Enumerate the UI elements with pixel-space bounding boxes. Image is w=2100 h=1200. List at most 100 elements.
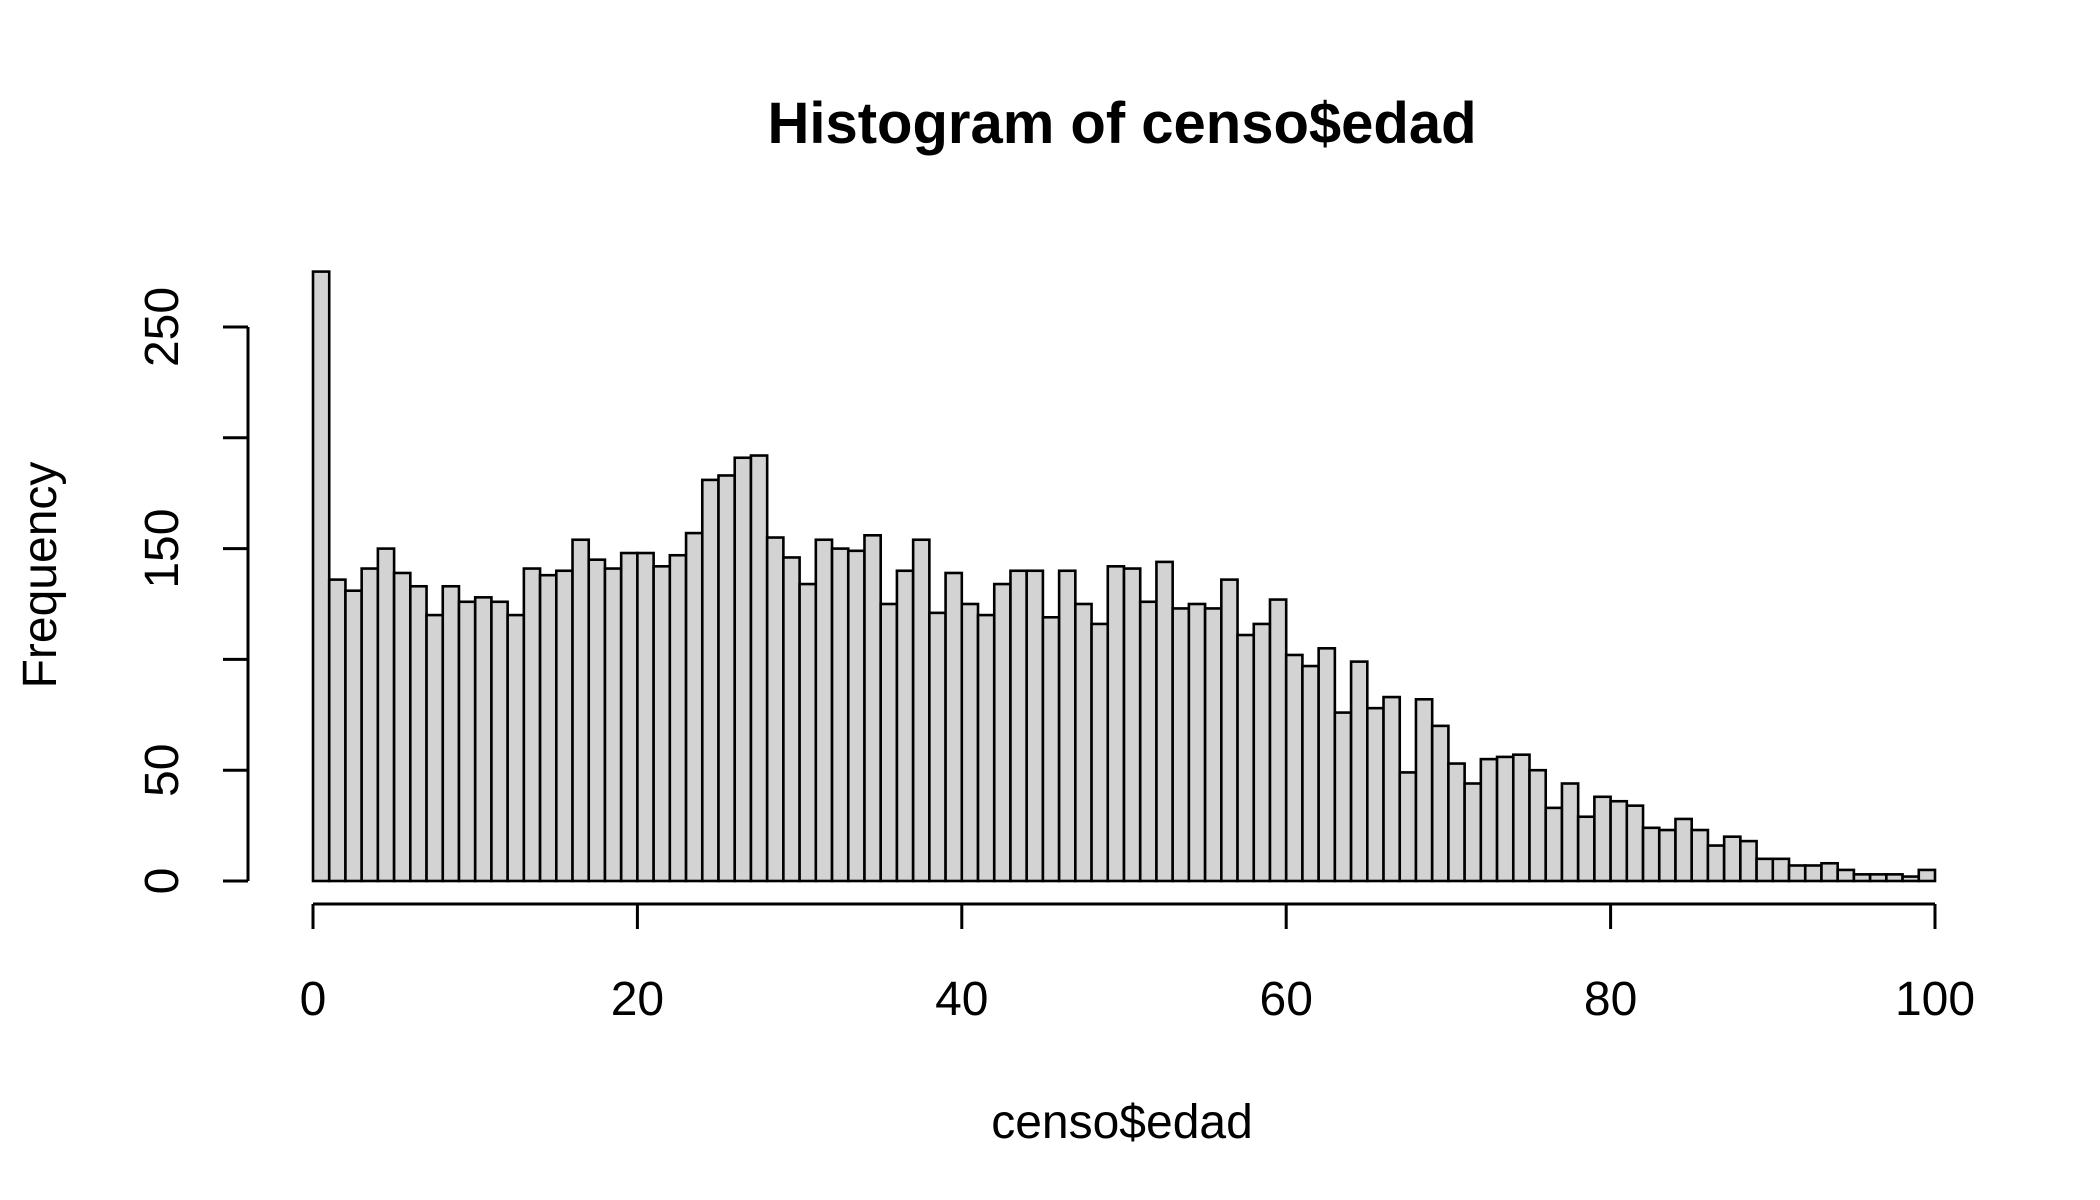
histogram-bar: [425, 613, 445, 883]
histogram-bar: [1901, 875, 1921, 883]
histogram-bar: [1414, 697, 1434, 883]
histogram-bars: [311, 270, 1937, 883]
histogram-bar: [749, 454, 769, 883]
histogram-bar: [652, 565, 672, 883]
histogram-bar: [1722, 835, 1742, 883]
x-tick-label: 40: [935, 973, 988, 1026]
histogram-bar: [392, 571, 412, 883]
histogram-bar: [700, 478, 720, 883]
histogram-bar: [538, 573, 558, 883]
histogram-bar: [1236, 633, 1256, 883]
x-tick-label: 60: [1260, 973, 1313, 1026]
histogram-bar: [1041, 615, 1061, 883]
histogram-bar: [636, 551, 655, 883]
histogram-bar: [1447, 762, 1466, 883]
y-tick-label: 250: [136, 287, 189, 367]
histogram-bar: [1155, 560, 1174, 883]
histogram-bar: [490, 600, 509, 883]
histogram-bar: [1187, 602, 1207, 883]
histogram-bar: [1576, 815, 1596, 883]
histogram-bar: [409, 584, 428, 883]
histogram-bar: [1074, 602, 1093, 883]
histogram-bar: [1511, 753, 1531, 883]
histogram-bar: [1690, 828, 1710, 883]
histogram-bar: [554, 569, 574, 883]
histogram-bar: [1885, 873, 1904, 883]
histogram-bar: [1739, 839, 1758, 883]
histogram-bar: [830, 547, 850, 883]
histogram-bar: [311, 270, 331, 883]
histogram-bar: [1706, 844, 1726, 883]
y-axis: 0 50 150 250: [136, 287, 250, 895]
histogram-bar: [879, 602, 899, 883]
histogram-bar: [1122, 567, 1142, 883]
histogram-bar: [992, 582, 1012, 883]
histogram-bar: [1106, 565, 1126, 883]
histogram-bar: [1479, 757, 1499, 883]
histogram-bar: [846, 549, 866, 883]
histogram-bar: [1625, 804, 1645, 883]
y-tick-label: 50: [136, 744, 189, 797]
y-tick-label: 150: [136, 509, 189, 589]
histogram-bar: [1852, 873, 1872, 883]
histogram-bar: [1220, 578, 1239, 883]
histogram-bar: [344, 589, 363, 883]
histogram-bar: [1560, 782, 1580, 883]
histogram-bar: [960, 602, 980, 883]
histogram-bar: [1025, 569, 1045, 883]
histogram-bar: [473, 596, 493, 883]
histogram-bar: [1333, 711, 1353, 883]
x-axis-label: censo$edad: [991, 1096, 1253, 1149]
x-tick-label: 80: [1584, 973, 1637, 1026]
histogram-bar: [1349, 660, 1369, 883]
histogram-bar: [1284, 653, 1304, 883]
histogram-bar: [441, 584, 461, 883]
y-tick-label: 0: [136, 868, 189, 895]
chart-title: Histogram of censo$edad: [767, 91, 1476, 156]
histogram-bar: [1268, 598, 1288, 883]
histogram-bar: [1252, 622, 1272, 883]
histogram-bar: [1917, 868, 1937, 883]
histogram-bar: [976, 613, 996, 883]
histogram-bar: [911, 538, 931, 883]
histogram-bar: [798, 582, 818, 883]
histogram-bar: [1430, 724, 1450, 883]
histogram-bar: [1820, 861, 1839, 883]
histogram-bar: [1495, 755, 1515, 883]
x-tick-label: 0: [300, 973, 327, 1026]
histogram-bar: [717, 474, 737, 883]
histogram-bar: [1836, 868, 1856, 883]
histogram-bar: [1787, 864, 1807, 883]
histogram-bar: [1463, 782, 1483, 883]
histogram-bar: [603, 567, 623, 883]
x-tick-label: 20: [611, 973, 664, 1026]
histogram-bar: [1366, 706, 1385, 883]
histogram-bar: [944, 571, 964, 883]
histogram-bar: [587, 558, 607, 883]
histogram-bar: [684, 531, 704, 883]
histogram-bar: [360, 567, 380, 883]
histogram-bar: [1771, 857, 1791, 883]
histogram-bar: [1657, 828, 1677, 883]
histogram-bar: [1090, 622, 1110, 883]
histogram-bar: [1641, 826, 1661, 883]
histogram-bar: [668, 553, 688, 883]
histogram-bar: [895, 569, 915, 883]
histogram-bar: [457, 600, 477, 883]
histogram-bar: [571, 538, 591, 883]
histogram-bar: [1009, 569, 1028, 883]
histogram-bar: [782, 556, 801, 883]
histogram-bar: [1203, 607, 1223, 883]
histogram-bar: [1398, 771, 1418, 883]
histogram-bar: [1755, 857, 1775, 883]
histogram-bar: [1868, 873, 1888, 883]
histogram-bar: [1138, 600, 1158, 883]
histogram-bar: [1382, 695, 1402, 883]
histogram-bar: [619, 551, 639, 883]
histogram-bar: [522, 567, 542, 883]
histogram-bar: [928, 611, 947, 883]
histogram-bar: [1803, 864, 1823, 883]
histogram-bar: [1317, 647, 1337, 883]
